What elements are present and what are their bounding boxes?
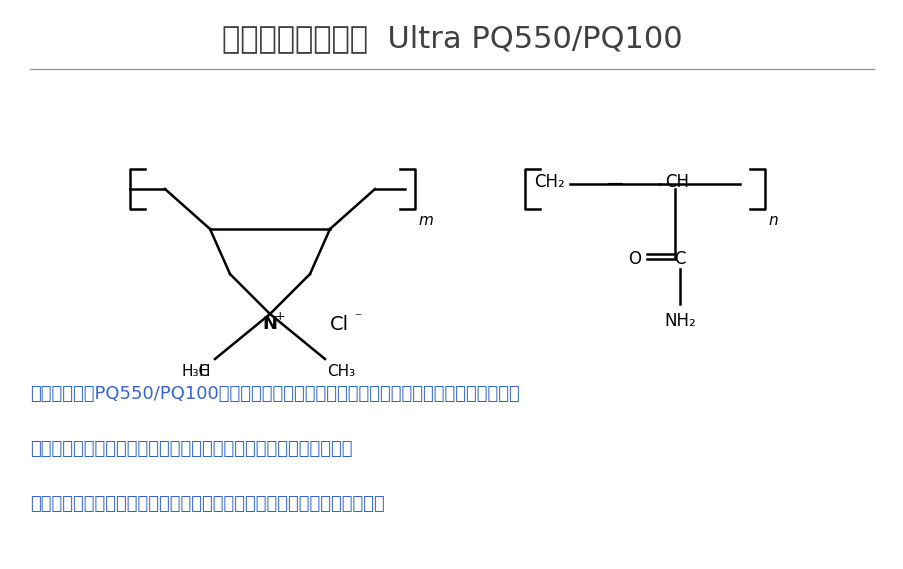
Text: 用于提高在阳离子表面活性剂体系中兼容性与透明性的水性聚合物。: 用于提高在阳离子表面活性剂体系中兼容性与透明性的水性聚合物。 (30, 440, 352, 458)
Text: +: + (275, 310, 285, 323)
Text: 阳离子聚合物系列  Ultra PQ550/PQ100: 阳离子聚合物系列 Ultra PQ550/PQ100 (221, 24, 682, 53)
Text: —: — (606, 174, 623, 192)
Text: C: C (674, 250, 685, 268)
Text: H: H (199, 364, 209, 379)
Text: 阳离子聚合物PQ550/PQ100是二丙烯基二甲基氯化铵与丙烯酰胺共聚的阳离子水性分散体。: 阳离子聚合物PQ550/PQ100是二丙烯基二甲基氯化铵与丙烯酰胺共聚的阳离子水… (30, 385, 519, 403)
Text: Cl: Cl (330, 315, 349, 333)
Text: ⁻: ⁻ (354, 311, 361, 325)
Text: 此款产品被推荐用于提高护发产品中的干湿性能以及在护肤产品中的手感。: 此款产品被推荐用于提高护发产品中的干湿性能以及在护肤产品中的手感。 (30, 495, 385, 513)
Text: NH₂: NH₂ (664, 312, 695, 330)
Text: m: m (417, 213, 433, 228)
Text: n: n (768, 213, 777, 228)
Text: CH₂: CH₂ (534, 173, 564, 191)
Text: O: O (628, 250, 641, 268)
Text: CH: CH (665, 173, 688, 191)
Text: CH₃: CH₃ (327, 364, 355, 379)
Text: N: N (262, 315, 277, 333)
Text: H₃C: H₃C (182, 364, 209, 379)
